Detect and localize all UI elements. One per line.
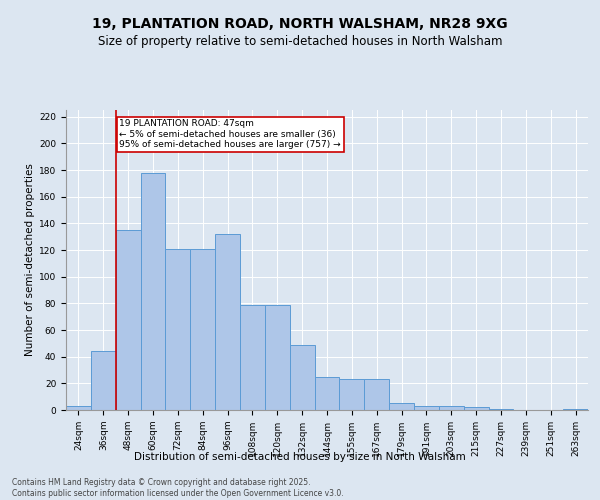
Bar xyxy=(116,230,140,410)
Bar xyxy=(215,234,240,410)
Bar xyxy=(563,408,588,410)
Text: 19, PLANTATION ROAD, NORTH WALSHAM, NR28 9XG: 19, PLANTATION ROAD, NORTH WALSHAM, NR28… xyxy=(92,18,508,32)
Bar xyxy=(488,408,514,410)
Bar xyxy=(314,376,340,410)
Y-axis label: Number of semi-detached properties: Number of semi-detached properties xyxy=(25,164,35,356)
Bar xyxy=(439,406,464,410)
Text: 19 PLANTATION ROAD: 47sqm
← 5% of semi-detached houses are smaller (36)
95% of s: 19 PLANTATION ROAD: 47sqm ← 5% of semi-d… xyxy=(119,120,341,149)
Bar xyxy=(190,248,215,410)
Bar xyxy=(265,304,290,410)
Bar xyxy=(364,380,389,410)
Text: Contains HM Land Registry data © Crown copyright and database right 2025.
Contai: Contains HM Land Registry data © Crown c… xyxy=(12,478,344,498)
Bar xyxy=(290,344,314,410)
Text: Distribution of semi-detached houses by size in North Walsham: Distribution of semi-detached houses by … xyxy=(134,452,466,462)
Bar xyxy=(91,352,116,410)
Bar xyxy=(464,408,488,410)
Bar xyxy=(340,380,364,410)
Bar xyxy=(240,304,265,410)
Bar xyxy=(414,406,439,410)
Bar xyxy=(140,172,166,410)
Bar xyxy=(166,248,190,410)
Text: Size of property relative to semi-detached houses in North Walsham: Size of property relative to semi-detach… xyxy=(98,35,502,48)
Bar xyxy=(389,404,414,410)
Bar xyxy=(66,406,91,410)
